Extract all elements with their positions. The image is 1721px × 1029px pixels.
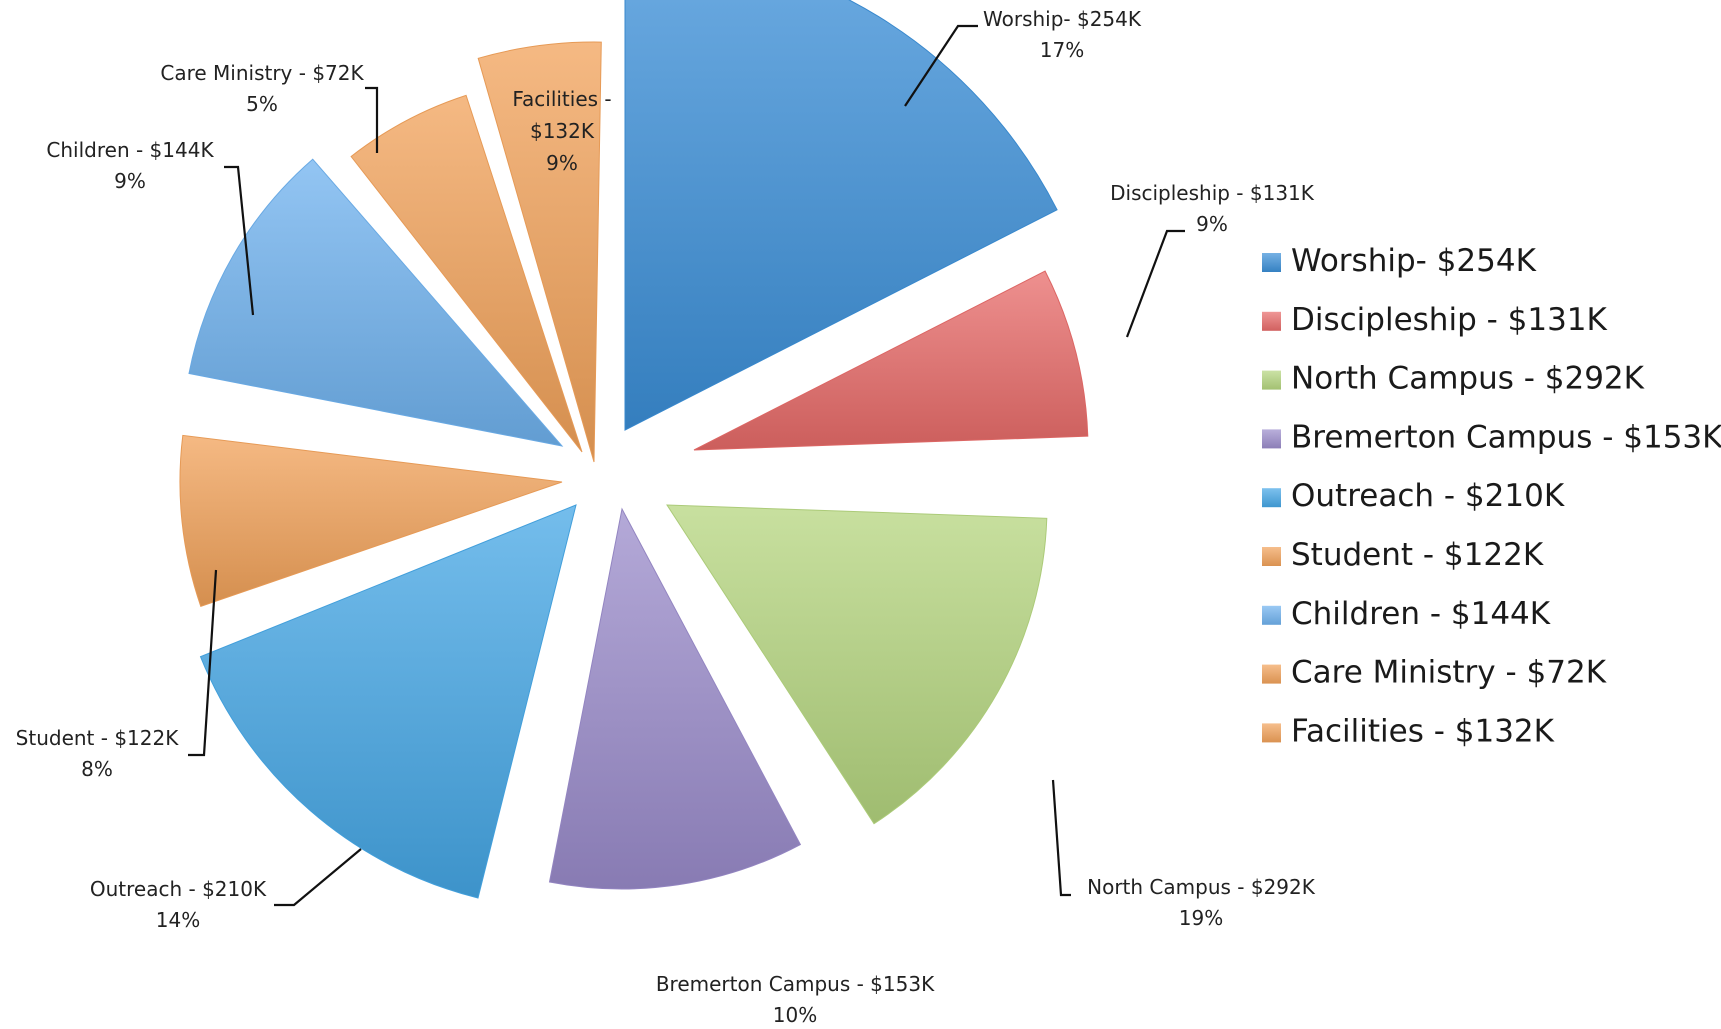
leader-line-care-ministry	[365, 86, 379, 153]
leader-line-north-campus	[1051, 779, 1071, 897]
legend-swatch-discipleship	[1262, 311, 1281, 331]
leader-line-student	[188, 569, 218, 757]
legend-swatch-facilities	[1262, 723, 1281, 743]
legend-item-discipleship: Discipleship - $131K	[1291, 302, 1608, 338]
data-label-outreach: Outreach - $210K 14%	[90, 877, 267, 932]
legend-swatch-outreach	[1262, 488, 1281, 508]
data-label-discipleship: Discipleship - $131K 9%	[1110, 181, 1315, 236]
pie-slice-care-ministry	[350, 94, 583, 453]
data-label-bremerton-campus: Bremerton Campus - $153K 10%	[656, 972, 935, 1027]
pie-slice-children	[188, 158, 564, 447]
leader-line-children	[224, 165, 255, 316]
legend-item-student: Student - $122K	[1291, 537, 1544, 573]
leader-lines	[188, 24, 1185, 907]
legend-swatch-worship	[1262, 253, 1281, 272]
pie-slice-outreach	[199, 504, 577, 899]
data-label-care-ministry: Care Ministry - $72K 5%	[160, 61, 364, 116]
pie-slice-worship	[624, 0, 1058, 431]
legend-item-children: Children - $144K	[1291, 596, 1551, 632]
data-labels: Worship- $254K 17% Discipleship - $131K 9% N…	[16, 7, 1316, 1027]
legend-item-worship: Worship- $254K	[1291, 243, 1537, 279]
leader-line-discipleship	[1125, 229, 1185, 338]
leader-line-worship	[904, 24, 978, 107]
pie-slice-discipleship	[693, 270, 1089, 451]
data-label-student: Student - $122K 8%	[16, 726, 180, 781]
pie-slice-facilities	[477, 41, 602, 463]
legend-item-care-ministry: Care Ministry - $72K	[1291, 655, 1607, 691]
data-label-facilities: Facilities -$132K 9%	[512, 87, 611, 175]
legend-swatch-north-campus	[1262, 370, 1281, 390]
pie-slice-bremerton-campus	[548, 507, 802, 890]
legend-swatch-care-ministry	[1262, 664, 1281, 684]
legend-item-facilities: Facilities - $132K	[1291, 713, 1555, 749]
data-label-worship: Worship- $254K 17%	[983, 7, 1142, 62]
leader-line-outreach	[274, 848, 362, 907]
pie-slice-north-campus	[666, 504, 1048, 825]
pie-slices	[179, 0, 1089, 899]
pie-slice-student	[179, 434, 563, 608]
legend-swatch-bremerton-campus	[1262, 429, 1281, 449]
legend-item-bremerton-campus: Bremerton Campus - $153K	[1291, 419, 1721, 455]
legend: Worship- $254K Discipleship - $131K North …	[1262, 243, 1721, 749]
legend-item-outreach: Outreach - $210K	[1291, 478, 1565, 514]
legend-item-north-campus: North Campus - $292K	[1291, 361, 1645, 397]
data-label-north-campus: North Campus - $292K 19%	[1087, 875, 1316, 930]
data-label-children: Children - $144K 9%	[46, 138, 214, 193]
legend-swatch-children	[1262, 605, 1281, 625]
legend-swatch-student	[1262, 547, 1281, 566]
